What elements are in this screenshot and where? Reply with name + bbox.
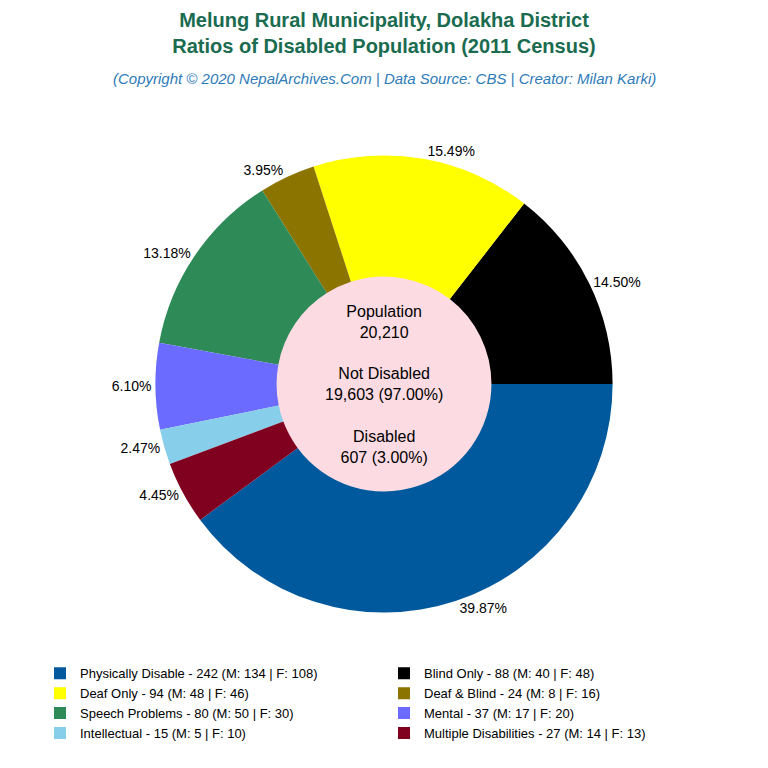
svg-text:Physically Disable - 242 (M: 1: Physically Disable - 242 (M: 134 | F: 10… — [80, 666, 317, 681]
svg-text:Deaf Only - 94 (M: 48 | F: 46): Deaf Only - 94 (M: 48 | F: 46) — [80, 686, 249, 701]
svg-text:13.18%: 13.18% — [143, 245, 190, 261]
svg-text:Blind Only - 88 (M: 40 | F: 48: Blind Only - 88 (M: 40 | F: 48) — [424, 666, 594, 681]
svg-text:14.50%: 14.50% — [593, 274, 640, 290]
svg-text:(Copyright © 2020 NepalArchive: (Copyright © 2020 NepalArchives.Com | Da… — [113, 70, 656, 87]
svg-text:39.87%: 39.87% — [460, 600, 507, 616]
svg-text:4.45%: 4.45% — [139, 487, 179, 503]
svg-text:2.47%: 2.47% — [121, 440, 161, 456]
svg-text:15.49%: 15.49% — [427, 143, 474, 159]
svg-text:Population20,210Not Disabled19: Population20,210Not Disabled19,603 (97.0… — [325, 303, 443, 466]
svg-text:Speech Problems - 80 (M: 50 |: Speech Problems - 80 (M: 50 | F: 30) — [80, 706, 294, 721]
svg-text:6.10%: 6.10% — [112, 378, 152, 394]
svg-text:3.95%: 3.95% — [243, 162, 283, 178]
svg-text:Mental - 37 (M: 17 | F: 20): Mental - 37 (M: 17 | F: 20) — [424, 706, 574, 721]
svg-text:Deaf & Blind - 24 (M: 8 | F: 1: Deaf & Blind - 24 (M: 8 | F: 16) — [424, 686, 600, 701]
svg-text:Intellectual - 15 (M: 5 | F: 1: Intellectual - 15 (M: 5 | F: 10) — [80, 726, 246, 741]
svg-text:Melung Rural Municipality, Dol: Melung Rural Municipality, Dolakha Distr… — [172, 9, 595, 57]
svg-text:Multiple Disabilities - 27 (M:: Multiple Disabilities - 27 (M: 14 | F: 1… — [424, 726, 646, 741]
